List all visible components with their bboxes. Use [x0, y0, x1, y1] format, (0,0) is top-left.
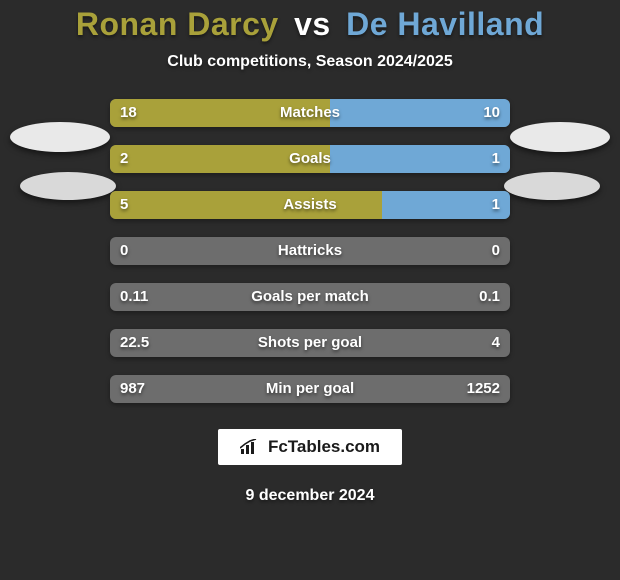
brand-text: FcTables.com [268, 437, 380, 457]
page-title: Ronan Darcy vs De Havilland [0, 0, 620, 43]
brand-badge: FcTables.com [218, 429, 402, 465]
stat-value-right: 1252 [467, 375, 500, 403]
player2-crest-placeholder [510, 122, 610, 152]
subtitle: Club competitions, Season 2024/2025 [0, 53, 620, 71]
stat-label: Hattricks [110, 237, 510, 265]
stat-value-right: 0 [492, 237, 500, 265]
player2-flag-placeholder [504, 172, 600, 200]
stat-label: Shots per goal [110, 329, 510, 357]
stat-row: 5 Assists 1 [110, 191, 510, 219]
stat-label: Goals per match [110, 283, 510, 311]
stat-row: 0 Hattricks 0 [110, 237, 510, 265]
stat-value-right: 0.1 [479, 283, 500, 311]
stat-row: 22.5 Shots per goal 4 [110, 329, 510, 357]
chart-icon [240, 439, 260, 455]
stat-row: 0.11 Goals per match 0.1 [110, 283, 510, 311]
stat-row: 987 Min per goal 1252 [110, 375, 510, 403]
stat-value-right: 1 [492, 145, 500, 173]
stat-label: Goals [110, 145, 510, 173]
comparison-card: Ronan Darcy vs De Havilland Club competi… [0, 0, 620, 580]
title-vs: vs [294, 6, 331, 42]
stat-bars: 18 Matches 10 2 Goals 1 5 Assists 1 0 Ha… [110, 99, 510, 403]
player1-crest-placeholder [10, 122, 110, 152]
stat-label: Matches [110, 99, 510, 127]
stat-label: Min per goal [110, 375, 510, 403]
stat-row: 2 Goals 1 [110, 145, 510, 173]
stat-row: 18 Matches 10 [110, 99, 510, 127]
stat-value-right: 10 [483, 99, 500, 127]
stat-value-right: 4 [492, 329, 500, 357]
player1-flag-placeholder [20, 172, 116, 200]
player1-name: Ronan Darcy [76, 6, 279, 42]
player2-name: De Havilland [346, 6, 544, 42]
stat-value-right: 1 [492, 191, 500, 219]
stat-label: Assists [110, 191, 510, 219]
footer-date: 9 december 2024 [0, 487, 620, 505]
